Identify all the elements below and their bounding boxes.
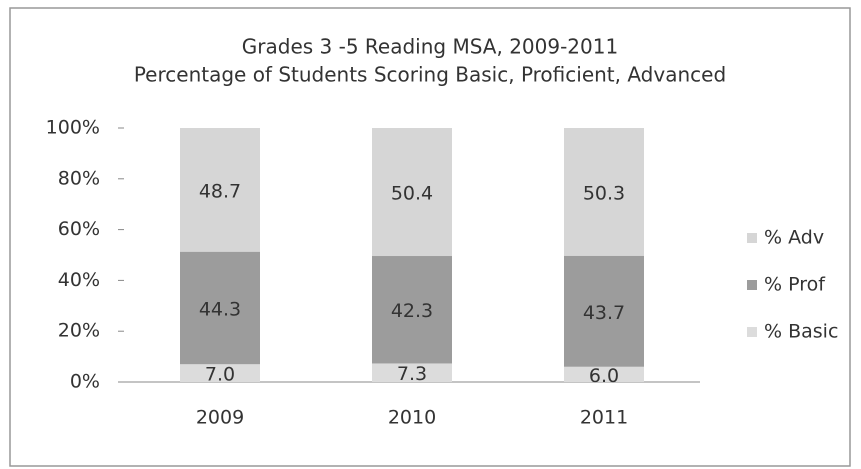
value-label: 7.3	[397, 363, 427, 385]
bar-segment	[180, 128, 260, 252]
bar-segment	[180, 251, 260, 365]
x-tick-label: 2011	[580, 407, 628, 429]
bar-segment	[372, 256, 452, 364]
chart-title: Grades 3 -5 Reading MSA, 2009-2011	[242, 35, 618, 59]
legend-label: % Prof	[764, 274, 826, 296]
bar-segment	[564, 128, 644, 256]
value-label: 43.7	[583, 302, 625, 324]
bar-segment	[372, 128, 452, 257]
value-label: 7.0	[205, 364, 235, 386]
bar-segment	[180, 364, 260, 382]
y-tick-label: 60%	[58, 218, 100, 240]
y-tick-label: 20%	[58, 320, 100, 342]
legend-label: % Basic	[764, 321, 838, 343]
bar-segment	[564, 255, 644, 367]
value-label: 48.7	[199, 180, 241, 202]
bar-segment	[564, 366, 644, 382]
y-tick-label: 100%	[46, 117, 100, 139]
chart-subtitle: Percentage of Students Scoring Basic, Pr…	[134, 63, 726, 87]
bar-segment	[372, 363, 452, 382]
value-label: 50.3	[583, 182, 625, 204]
value-label: 42.3	[391, 300, 433, 322]
y-tick-label: 0%	[70, 371, 100, 393]
legend-label: % Adv	[764, 227, 824, 249]
y-tick-label: 40%	[58, 269, 100, 291]
value-label: 50.4	[391, 183, 433, 205]
x-tick-label: 2010	[388, 407, 436, 429]
value-label: 6.0	[589, 365, 619, 387]
legend-swatch	[747, 233, 757, 243]
value-label: 44.3	[199, 298, 241, 320]
y-tick-label: 80%	[58, 167, 100, 189]
legend-swatch	[747, 280, 757, 290]
legend-swatch	[747, 327, 757, 337]
x-tick-label: 2009	[196, 407, 244, 429]
